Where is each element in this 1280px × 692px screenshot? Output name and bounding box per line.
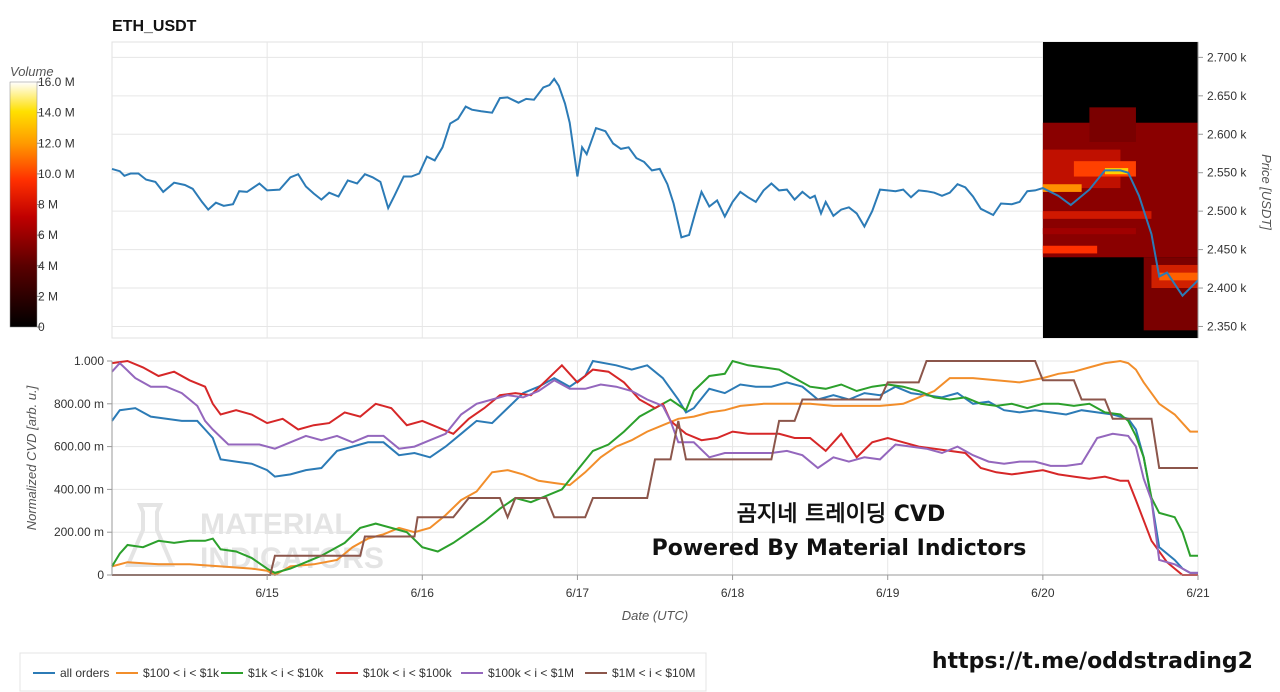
cvd-panel: MATERIAL INDICATORS 0 200.00 m 400.00 m 600… xyxy=(24,354,1210,623)
legend: all orders $100 < i < $1k $1k < i < $10k $1… xyxy=(19,652,707,692)
telegram-link[interactable]: https://t.me/oddstrading2 xyxy=(932,649,1253,674)
price-axis-title: Price [USDT] xyxy=(1259,154,1274,230)
legend-label: $100k < i < $1M xyxy=(488,666,574,680)
cvd-x-tick-label: 6/17 xyxy=(566,586,590,600)
cvd-x-tick-label: 6/18 xyxy=(721,586,745,600)
colorbar-tick-label: 6 M xyxy=(38,228,58,242)
price-tick-label: 2.500 k xyxy=(1207,204,1247,218)
price-tick-label: 2.600 k xyxy=(1207,127,1247,141)
colorbar-tick-label: 8 M xyxy=(38,198,58,212)
orderbook-heatmap xyxy=(1042,42,1198,338)
legend-item[interactable]: $100k < i < $1M xyxy=(461,666,574,680)
cvd-series-line-4 xyxy=(111,361,1198,574)
colorbar-tick-label: 10.0 M xyxy=(38,167,75,181)
legend-item[interactable]: $10k < i < $100k xyxy=(336,666,453,680)
colorbar-title: Volume xyxy=(10,64,54,79)
cvd-x-tick-label: 6/20 xyxy=(1031,586,1055,600)
price-tick-label: 2.700 k xyxy=(1207,50,1247,64)
colorbar-tick-label: 4 M xyxy=(38,259,58,273)
price-tick-label: 2.650 k xyxy=(1207,89,1247,103)
cvd-x-tick-label: 6/16 xyxy=(411,586,435,600)
heatmap-cell xyxy=(1042,228,1136,235)
cvd-x-tick-label: 6/15 xyxy=(255,586,279,600)
watermark-line2: INDICATORS xyxy=(200,542,384,575)
cvd-y-tick-label: 0 xyxy=(97,568,104,582)
cvd-x-tick-label: 6/19 xyxy=(876,586,900,600)
overlay-title: 곰지네 트레이딩 CVD xyxy=(737,502,945,527)
heatmap-cell xyxy=(1042,245,1098,254)
cvd-series-line-2 xyxy=(111,359,1198,574)
price-y-axis: 2.350 k 2.400 k 2.450 k 2.500 k 2.550 k 2.600… xyxy=(1197,42,1247,338)
colorbar-tick-label: 14.0 M xyxy=(38,106,75,120)
price-grid xyxy=(112,42,1199,338)
cvd-x-axis: 6/15 6/16 6/17 6/18 6/19 6/20 6/21 xyxy=(112,574,1210,600)
heatmap-cell xyxy=(1042,211,1152,219)
price-tick-label: 2.550 k xyxy=(1207,166,1247,180)
heatmap-cell xyxy=(1089,107,1136,142)
legend-label: all orders xyxy=(60,666,109,680)
legend-item[interactable]: all orders xyxy=(33,666,109,680)
heatmap-cell xyxy=(1042,184,1082,192)
cvd-x-tick-label: 6/21 xyxy=(1186,586,1210,600)
cvd-lines xyxy=(111,359,1198,577)
price-plot-area xyxy=(111,41,1199,339)
x-axis-title: Date (UTC) xyxy=(622,608,688,623)
overlay-subtitle: Powered By Material Indictors xyxy=(652,536,1027,561)
legend-label: $1M < i < $10M xyxy=(612,666,695,680)
cvd-series-line-0 xyxy=(111,359,1198,574)
legend-item[interactable]: $100 < i < $1k xyxy=(116,666,220,680)
cvd-y-tick-label: 400.00 m xyxy=(54,482,104,496)
price-tick-label: 2.450 k xyxy=(1207,243,1247,257)
colorbar-ticks: 0 2 M 4 M 6 M 8 M 10.0 M 12.0 M 14.0 M 16.0 M xyxy=(37,75,75,334)
legend-item[interactable]: $1M < i < $10M xyxy=(585,666,695,680)
heatmap-cell xyxy=(1159,272,1198,281)
price-tick-label: 2.350 k xyxy=(1207,319,1247,333)
legend-item[interactable]: $1k < i < $10k xyxy=(221,666,324,680)
colorbar-tick-label: 12.0 M xyxy=(38,136,75,150)
colorbar-tick-label: 0 xyxy=(38,320,45,334)
legend-label: $100 < i < $1k xyxy=(143,666,220,680)
price-tick-label: 2.400 k xyxy=(1207,281,1247,295)
price-panel: 2.350 k 2.400 k 2.450 k 2.500 k 2.550 k 2.600… xyxy=(111,41,1274,339)
chart-title: ETH_USDT xyxy=(112,18,197,35)
cvd-series-line-3 xyxy=(111,359,1198,576)
price-series-line xyxy=(111,77,1199,298)
colorbar-tick-label: 2 M xyxy=(38,289,58,303)
watermark-line1: MATERIAL xyxy=(200,508,353,541)
cvd-y-tick-label: 600.00 m xyxy=(54,440,104,454)
cvd-y-axis: 0 200.00 m 400.00 m 600.00 m 800.00 m 1.000 xyxy=(54,354,113,582)
cvd-axis-title: Normalized CVD [arb. u.] xyxy=(24,385,39,530)
cvd-y-tick-label: 1.000 xyxy=(74,354,104,368)
cvd-series-line-5 xyxy=(112,360,1198,576)
legend-label: $10k < i < $100k xyxy=(363,666,453,680)
volume-colorbar: Volume 0 2 M 4 M 6 M 8 M 10.0 M 12.0 M 14.0 M 16… xyxy=(9,64,75,334)
cvd-y-tick-label: 200.00 m xyxy=(54,525,104,539)
price-line xyxy=(111,77,1199,298)
colorbar-tick-label: 16.0 M xyxy=(38,75,75,89)
cvd-y-tick-label: 800.00 m xyxy=(54,397,104,411)
legend-label: $1k < i < $10k xyxy=(248,666,324,680)
colorbar-gradient xyxy=(9,81,38,328)
